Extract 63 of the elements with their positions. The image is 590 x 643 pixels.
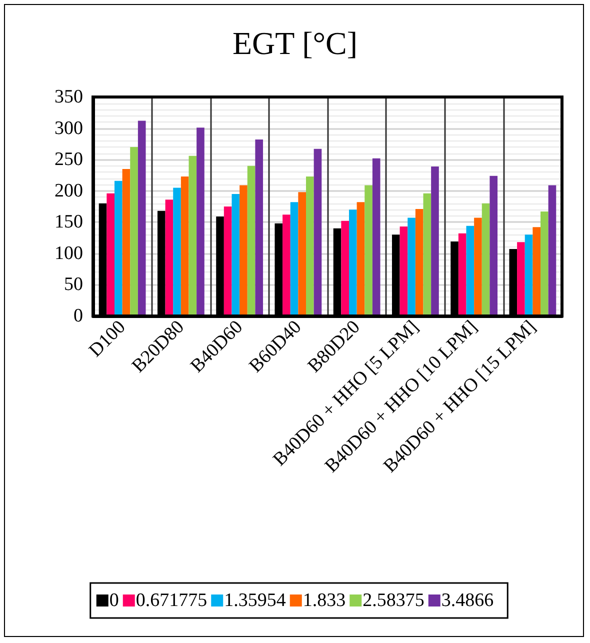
- bar: [364, 185, 372, 316]
- bar: [431, 166, 439, 316]
- bar: [348, 210, 357, 316]
- bar: [392, 234, 400, 316]
- bar: [333, 228, 342, 316]
- y-tick-label: 300: [54, 118, 83, 139]
- y-tick-label: 250: [54, 149, 83, 170]
- bar: [458, 233, 466, 316]
- y-tick-label: 200: [54, 180, 83, 202]
- bar: [548, 185, 556, 316]
- bar: [466, 226, 474, 316]
- bar: [196, 128, 204, 316]
- bar: [255, 140, 264, 316]
- bar: [274, 223, 283, 316]
- bar: [482, 203, 490, 316]
- bar: [408, 218, 416, 316]
- y-tick-label: 150: [54, 212, 83, 233]
- legend-label: 0.671775: [136, 590, 208, 611]
- bar: [341, 220, 349, 316]
- bar: [490, 176, 498, 316]
- bar: [306, 176, 314, 316]
- bar: [540, 212, 548, 316]
- y-tick-label: 0: [74, 306, 83, 326]
- bar: [165, 200, 174, 316]
- bar: [524, 234, 533, 316]
- bar: [372, 158, 380, 316]
- bar: [532, 227, 541, 316]
- legend-label: 3.4866: [441, 590, 494, 611]
- bar: [415, 209, 424, 316]
- bar: [130, 147, 138, 316]
- bar: [298, 192, 306, 316]
- bar: [517, 242, 525, 316]
- bar: [240, 185, 248, 316]
- bar: [450, 242, 458, 316]
- bar: [247, 166, 256, 316]
- bar: [290, 202, 298, 316]
- bar: [157, 210, 166, 316]
- chart-title: EGT [°C]: [232, 25, 358, 61]
- bar: [180, 176, 189, 316]
- bar: [509, 249, 518, 316]
- y-tick-label: 350: [54, 86, 83, 108]
- y-tick-label: 50: [64, 274, 83, 296]
- bar: [356, 202, 365, 316]
- bar: [106, 193, 114, 316]
- bar: [474, 218, 482, 316]
- bar: [216, 216, 224, 316]
- bar: [122, 168, 130, 316]
- bar: [188, 156, 197, 316]
- bar: [282, 214, 290, 316]
- bar: [224, 206, 232, 316]
- bar: [98, 203, 107, 316]
- bar: [114, 180, 122, 316]
- legend-label: 0: [109, 590, 119, 611]
- y-tick-label: 100: [54, 242, 83, 264]
- bar: [173, 188, 181, 316]
- bar: [400, 226, 408, 316]
- bar: [314, 148, 322, 316]
- legend-label: 2.58375: [362, 590, 424, 611]
- bar: [232, 194, 240, 316]
- legend-label: 1.833: [302, 590, 346, 611]
- bar: [138, 120, 146, 316]
- legend-label: 1.35954: [224, 590, 286, 611]
- bar: [423, 193, 432, 316]
